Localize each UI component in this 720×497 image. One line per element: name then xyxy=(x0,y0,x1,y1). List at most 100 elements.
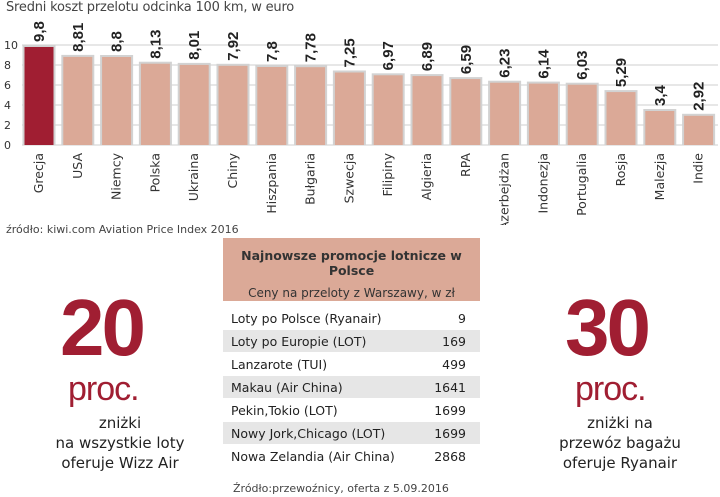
bar xyxy=(412,76,442,145)
right-stat-number: 30 xyxy=(565,283,651,372)
left-stat-line-1: zniżki xyxy=(98,414,142,432)
x-tick-label: Chiny xyxy=(225,152,240,188)
data-label: 6,23 xyxy=(497,48,514,77)
data-label: 6,97 xyxy=(380,41,397,70)
promo-price: 499 xyxy=(420,352,480,376)
bar xyxy=(24,47,54,145)
bar xyxy=(296,67,326,145)
table-row: Loty po Europie (LOT) 169 xyxy=(223,329,480,353)
promo-price: 9 xyxy=(420,307,480,330)
promo-price: 169 xyxy=(420,329,480,353)
promo-title: Najnowsze promocje lotnicze w Polsce xyxy=(241,248,462,278)
data-label: 2,92 xyxy=(691,82,708,111)
bar xyxy=(645,111,675,145)
bar xyxy=(567,84,597,145)
data-label: 7,78 xyxy=(303,33,320,62)
bar-chart: 0 2 4 6 8 10 9,8 Grecja 8,81 USA 8,8 Niemcy 8,13 Pols… xyxy=(4,21,718,225)
data-label: 8,01 xyxy=(186,31,203,60)
y-tick-label: 8 xyxy=(4,59,11,72)
bar xyxy=(373,75,403,145)
promo-price: 1699 xyxy=(420,398,480,422)
left-stat-line-3: oferuje Wizz Air xyxy=(61,454,179,472)
bar xyxy=(684,115,714,145)
x-tick-label: Ukraina xyxy=(186,153,201,201)
right-stat-description: zniżki na przewóz bagażu oferuje Ryanair xyxy=(520,413,720,473)
promo-price: 2868 xyxy=(420,444,480,468)
x-tick-label: Szwecja xyxy=(341,153,356,203)
x-tick-label: Azerbejdżan xyxy=(497,153,512,225)
data-label: 8,81 xyxy=(70,23,87,52)
promo-route: Lanzarote (TUI) xyxy=(223,352,421,376)
x-tick-label: RPA xyxy=(458,153,473,177)
chart-source: źródło: kiwi.com Aviation Price Index 20… xyxy=(6,223,239,236)
y-tick-label: 4 xyxy=(4,99,11,112)
x-tick-label: Portugalia xyxy=(574,153,589,216)
data-label: 7,92 xyxy=(225,32,242,61)
data-label: 7,8 xyxy=(264,41,281,62)
table-row: Lanzarote (TUI) 499 xyxy=(223,352,480,376)
promo-route: Loty po Europie (LOT) xyxy=(223,329,421,353)
x-tick-label: Indonezja xyxy=(535,153,550,214)
promo-price: 1699 xyxy=(420,421,480,445)
data-label: 5,29 xyxy=(613,58,630,87)
x-tick-label: Filipiny xyxy=(380,152,395,196)
x-tick-label: Bułgaria xyxy=(303,153,318,205)
x-tick-label: USA xyxy=(70,153,85,179)
table-row: Pekin,Tokio (LOT) 1699 xyxy=(223,398,480,422)
right-stat-line-2: przewóz bagażu xyxy=(559,434,681,452)
bar xyxy=(334,72,364,145)
x-tick-label: Polska xyxy=(147,153,162,192)
table-row: Nowy Jork,Chicago (LOT) 1699 xyxy=(223,421,480,445)
promo-table: Loty po Polsce (Ryanair) 9 Loty po Europi… xyxy=(223,307,480,468)
data-label: 6,03 xyxy=(574,50,591,79)
x-tick-label: Malezja xyxy=(652,153,667,200)
bar xyxy=(179,64,209,145)
data-label: 6,59 xyxy=(458,45,475,74)
right-stat-unit: proc. xyxy=(575,370,647,408)
bar xyxy=(102,57,132,145)
promo-panel: Najnowsze promocje lotnicze w Polsce Cen… xyxy=(223,238,480,468)
bar xyxy=(63,56,93,145)
bar xyxy=(490,82,520,145)
promo-route: Nowy Jork,Chicago (LOT) xyxy=(223,421,421,445)
bar xyxy=(218,65,248,145)
data-label: 9,8 xyxy=(31,21,48,42)
promo-price: 1641 xyxy=(420,375,480,399)
bar xyxy=(140,63,170,146)
left-stat-number: 20 xyxy=(60,283,146,372)
table-row: Makau (Air China) 1641 xyxy=(223,375,480,399)
y-tick-label: 6 xyxy=(4,79,11,92)
promo-header: Najnowsze promocje lotnicze w Polsce Cen… xyxy=(223,238,480,301)
x-tick-label: Algieria xyxy=(419,153,434,200)
x-tick-label: Niemcy xyxy=(109,152,124,200)
bar xyxy=(606,92,636,145)
data-label: 6,14 xyxy=(535,49,552,79)
promo-subtitle: Ceny na przeloty z Warszawy, w zł xyxy=(248,286,455,300)
y-tick-label: 10 xyxy=(4,39,18,52)
bar xyxy=(528,83,558,145)
x-tick-label: Indie xyxy=(691,153,706,184)
bar xyxy=(451,79,481,145)
right-stat-line-3: oferuje Ryanair xyxy=(562,454,678,472)
y-tick-label: 0 xyxy=(4,139,11,152)
data-label: 8,8 xyxy=(109,31,126,52)
promo-route: Nowa Zelandia (Air China) xyxy=(223,444,421,468)
data-label: 8,13 xyxy=(147,29,164,58)
x-tick-label: Hiszpania xyxy=(264,153,279,214)
data-label: 7,25 xyxy=(341,38,358,67)
data-label: 3,4 xyxy=(652,84,669,106)
table-row: Loty po Polsce (Ryanair) 9 xyxy=(223,307,480,330)
chart-title: Średni koszt przelotu odcinka 100 km, w … xyxy=(6,0,295,15)
promo-route: Pekin,Tokio (LOT) xyxy=(223,398,421,422)
table-row: Nowa Zelandia (Air China) 2868 xyxy=(223,444,480,468)
data-label: 6,89 xyxy=(419,42,436,71)
bar xyxy=(257,67,287,145)
left-stat-description: zniżki na wszystkie loty oferuje Wizz Ai… xyxy=(20,413,220,473)
x-tick-label: Rosja xyxy=(613,153,628,186)
right-stat-line-1: zniżki na xyxy=(587,414,653,432)
promo-route: Loty po Polsce (Ryanair) xyxy=(223,307,421,330)
left-stat-line-2: na wszystkie loty xyxy=(55,434,185,452)
promo-source: Źródło:przewoźnicy, oferta z 5.09.2016 xyxy=(233,482,449,495)
y-tick-label: 2 xyxy=(4,119,11,132)
left-stat-unit: proc. xyxy=(68,370,140,408)
